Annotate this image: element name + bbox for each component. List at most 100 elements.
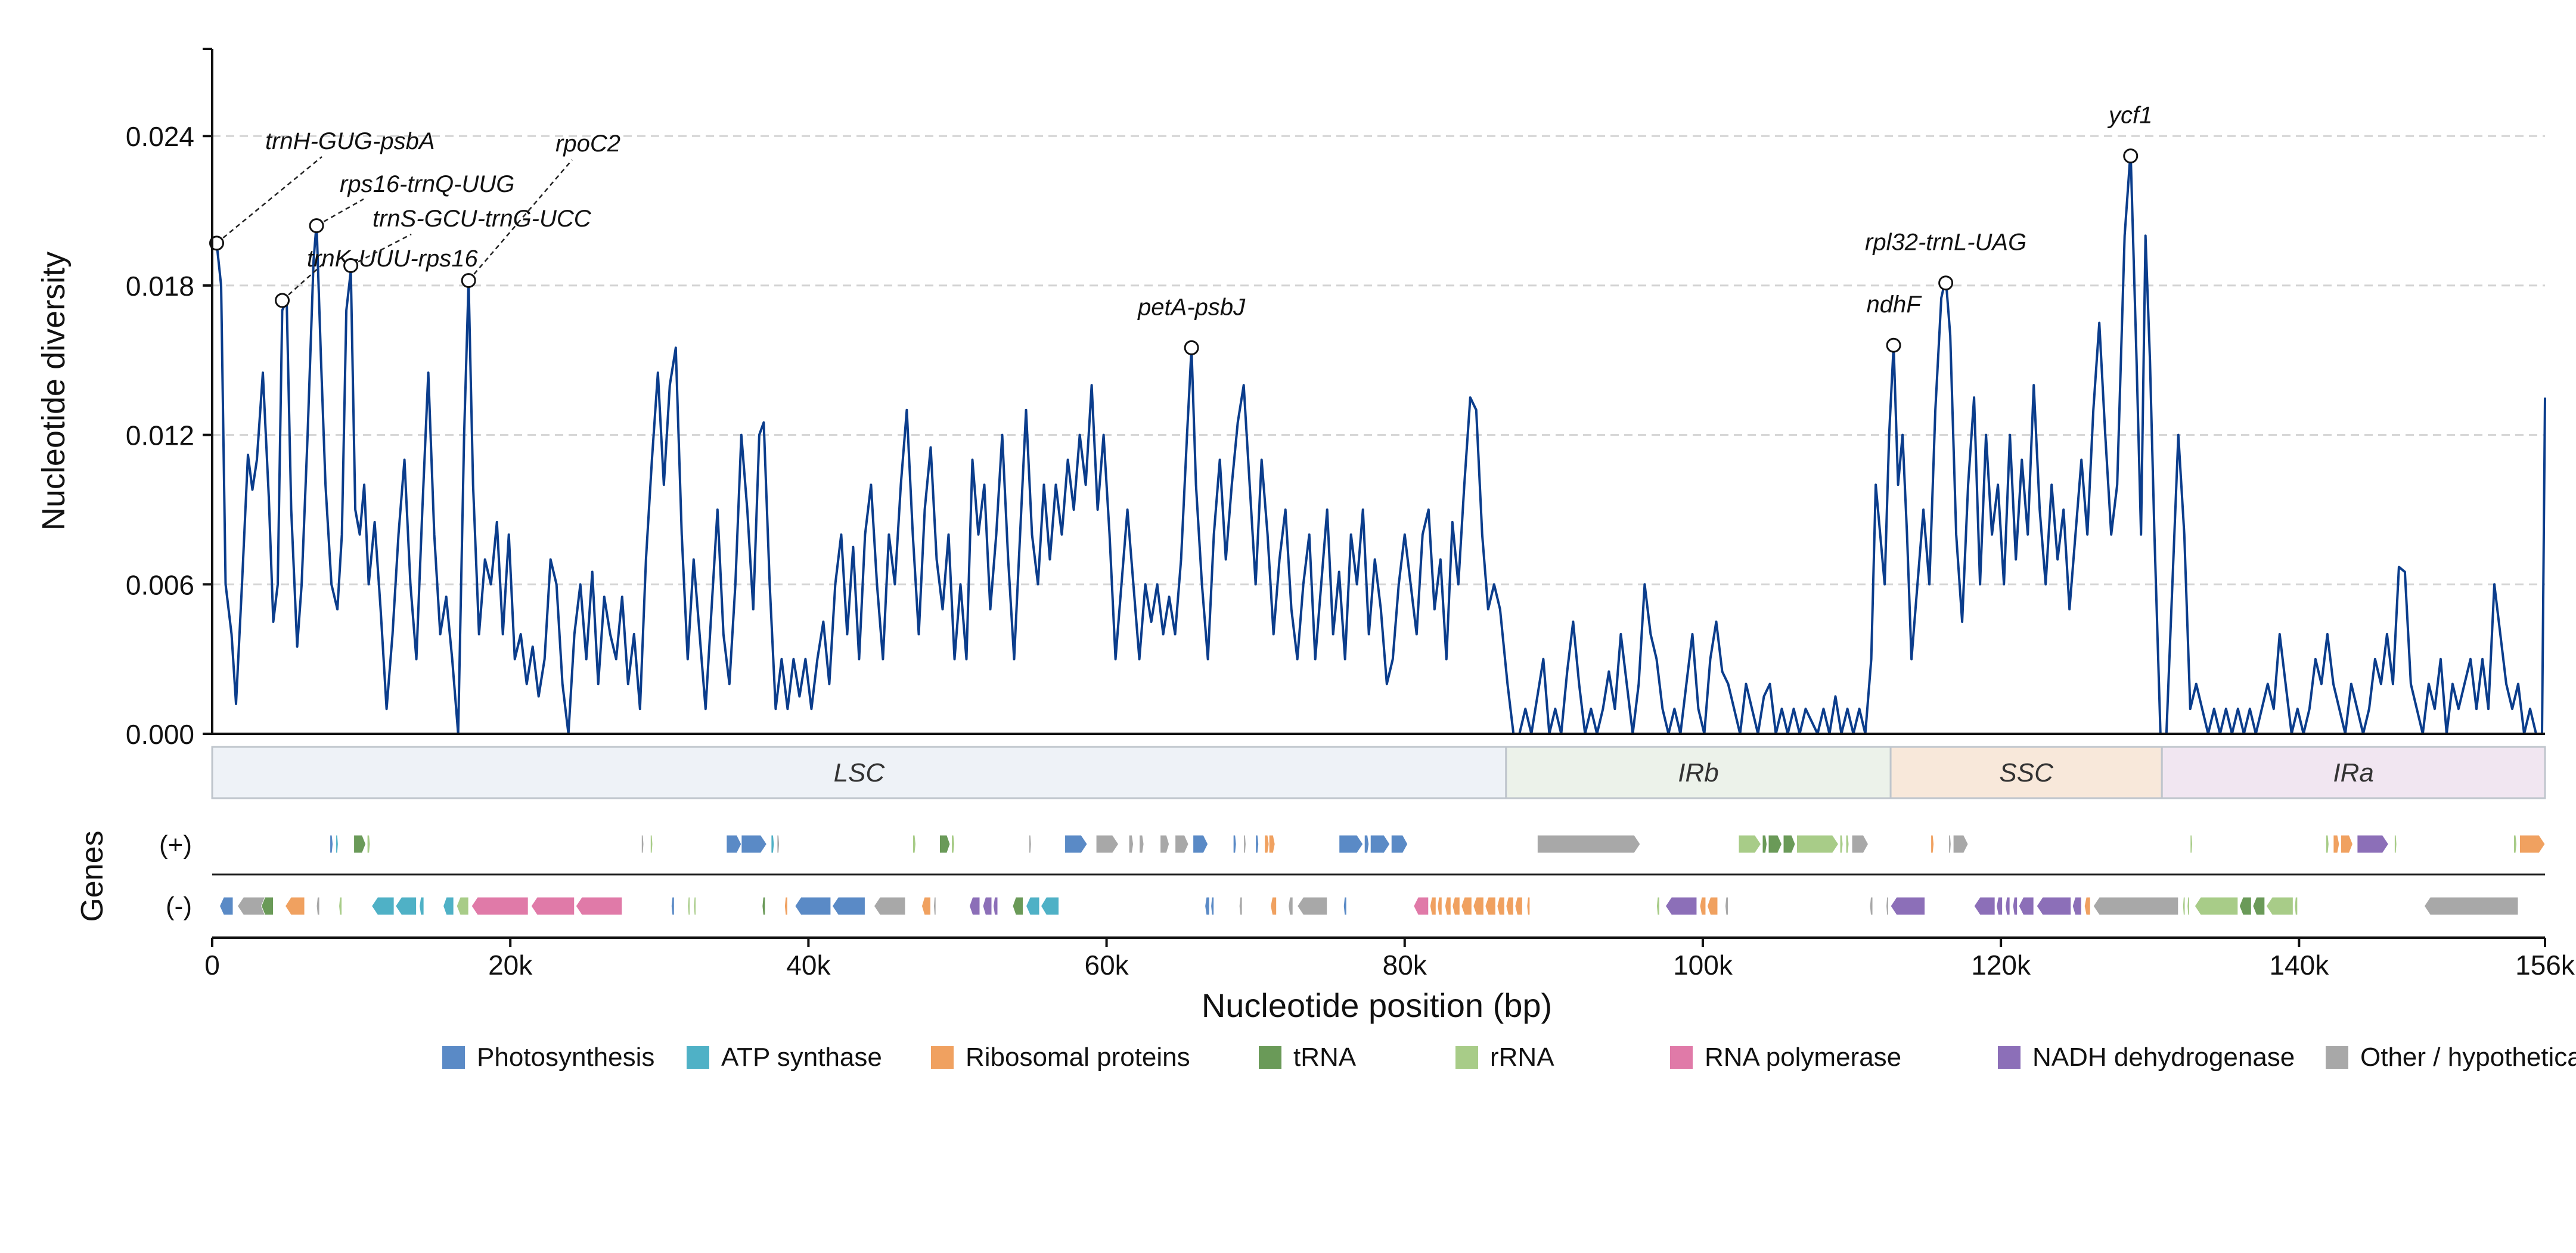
gene-minus <box>969 897 980 916</box>
gene-plus <box>1264 835 1270 854</box>
region-label: SSC <box>1999 758 2054 787</box>
peak-marker <box>209 235 225 251</box>
peak-label: rpoC2 <box>555 131 620 157</box>
legend-swatch <box>1998 1046 2021 1069</box>
region-label: IRa <box>2333 758 2373 787</box>
gene-minus <box>1343 897 1347 916</box>
gene-minus <box>419 897 424 916</box>
legend-swatch <box>1455 1046 1478 1069</box>
gene-plus <box>1193 835 1209 854</box>
gene-minus <box>2252 897 2265 916</box>
legend-swatch <box>442 1046 465 1069</box>
region-label: IRb <box>1678 758 1718 787</box>
gene-minus <box>443 897 454 916</box>
peak-marker <box>343 258 359 274</box>
gene-minus <box>2093 897 2179 916</box>
gene-minus <box>2018 897 2034 916</box>
gene-minus <box>784 897 788 916</box>
strand-plus-label: (+) <box>159 830 192 860</box>
legend-label: rRNA <box>1490 1043 1554 1072</box>
gene-minus <box>1506 897 1514 916</box>
gene-minus <box>1973 897 1995 916</box>
gene-minus <box>1461 897 1472 916</box>
gene-minus <box>982 897 992 916</box>
gene-plus <box>2513 835 2517 854</box>
legend-label: Photosynthesis <box>477 1043 654 1072</box>
gene-minus <box>921 897 931 916</box>
peak-label: ndhF <box>1866 291 1922 318</box>
peak-label: ycf1 <box>2107 103 2152 129</box>
gene-minus <box>1526 897 1531 916</box>
region-box <box>1505 746 1892 799</box>
gene-minus <box>2239 897 2252 916</box>
gene-plus <box>1783 835 1796 854</box>
gene-plus <box>1233 835 1237 854</box>
gene-minus <box>693 897 697 916</box>
genome-regions: LSC IRb SSC IRa <box>211 746 2546 799</box>
peak-marker <box>1184 340 1199 355</box>
peak-label: petA-psbJ <box>1137 294 1246 320</box>
x-tick-label: 0 <box>204 950 220 981</box>
peak-leader-line <box>281 262 325 301</box>
gene-plus <box>2333 835 2340 854</box>
gene-minus <box>794 897 831 916</box>
peak-marker <box>1886 337 1901 353</box>
gene-minus <box>371 897 395 916</box>
gene-plus <box>777 835 780 854</box>
diversity-series <box>211 150 2546 735</box>
gene-plus <box>2190 835 2193 854</box>
gene-plus <box>1738 835 1762 854</box>
gene-plus <box>330 835 334 854</box>
gene-minus <box>1025 897 1040 916</box>
gene-plus <box>1364 835 1370 854</box>
peak-label: trnS-GCU-trnG-UCC <box>373 206 592 232</box>
gene-plus <box>2357 835 2389 854</box>
gene-minus <box>687 897 691 916</box>
gene-plus <box>1839 835 1843 854</box>
gene-minus <box>1239 897 1243 916</box>
gene-plus <box>2325 835 2329 854</box>
peak-marker <box>309 218 324 234</box>
gene-minus <box>1665 897 1697 916</box>
gene-plus <box>1931 835 1935 854</box>
diversity-line <box>211 150 2546 735</box>
gene-plus <box>1064 835 1088 854</box>
gene-plus <box>1128 835 1134 854</box>
gene-minus <box>2182 897 2186 916</box>
gene-plus <box>1243 835 1246 854</box>
gene-minus <box>395 897 417 916</box>
peak-leader-line <box>216 156 322 244</box>
gene-plus <box>367 835 371 854</box>
gene-minus <box>1452 897 1460 916</box>
peak-marker <box>1938 275 1954 291</box>
gene-minus <box>1473 897 1484 916</box>
gene-minus <box>1886 897 1889 916</box>
gene-minus <box>1497 897 1505 916</box>
gene-plus <box>1095 835 1119 854</box>
grid-lines <box>212 135 2545 585</box>
gene-minus <box>1444 897 1451 916</box>
gene-minus <box>2084 897 2091 916</box>
gene-plus <box>726 835 742 854</box>
gene-minus <box>1869 897 1873 916</box>
legend-swatch <box>931 1046 954 1069</box>
peak-leader-line <box>350 233 412 266</box>
gene-minus <box>1656 897 1660 916</box>
gene-minus <box>1270 897 1277 916</box>
gene-plus <box>1796 835 1839 854</box>
gene-minus <box>1724 897 1728 916</box>
gene-plus <box>1391 835 1408 854</box>
x-tick-label: 120k <box>1971 950 2031 981</box>
gene-plus <box>1029 835 1032 854</box>
gene-plus <box>650 835 653 854</box>
x-tick-label: 20k <box>488 950 533 981</box>
gene-minus <box>933 897 936 916</box>
gene-minus <box>1706 897 1718 916</box>
legend-label: RNA polymerase <box>1705 1043 1901 1072</box>
x-tick-label: 80k <box>1383 950 1427 981</box>
x-tick-label: 156k <box>2515 950 2575 981</box>
gene-minus <box>1485 897 1496 916</box>
gene-minus <box>1297 897 1328 916</box>
gene-plus <box>1953 835 1969 854</box>
legend-swatch <box>1259 1046 1281 1069</box>
